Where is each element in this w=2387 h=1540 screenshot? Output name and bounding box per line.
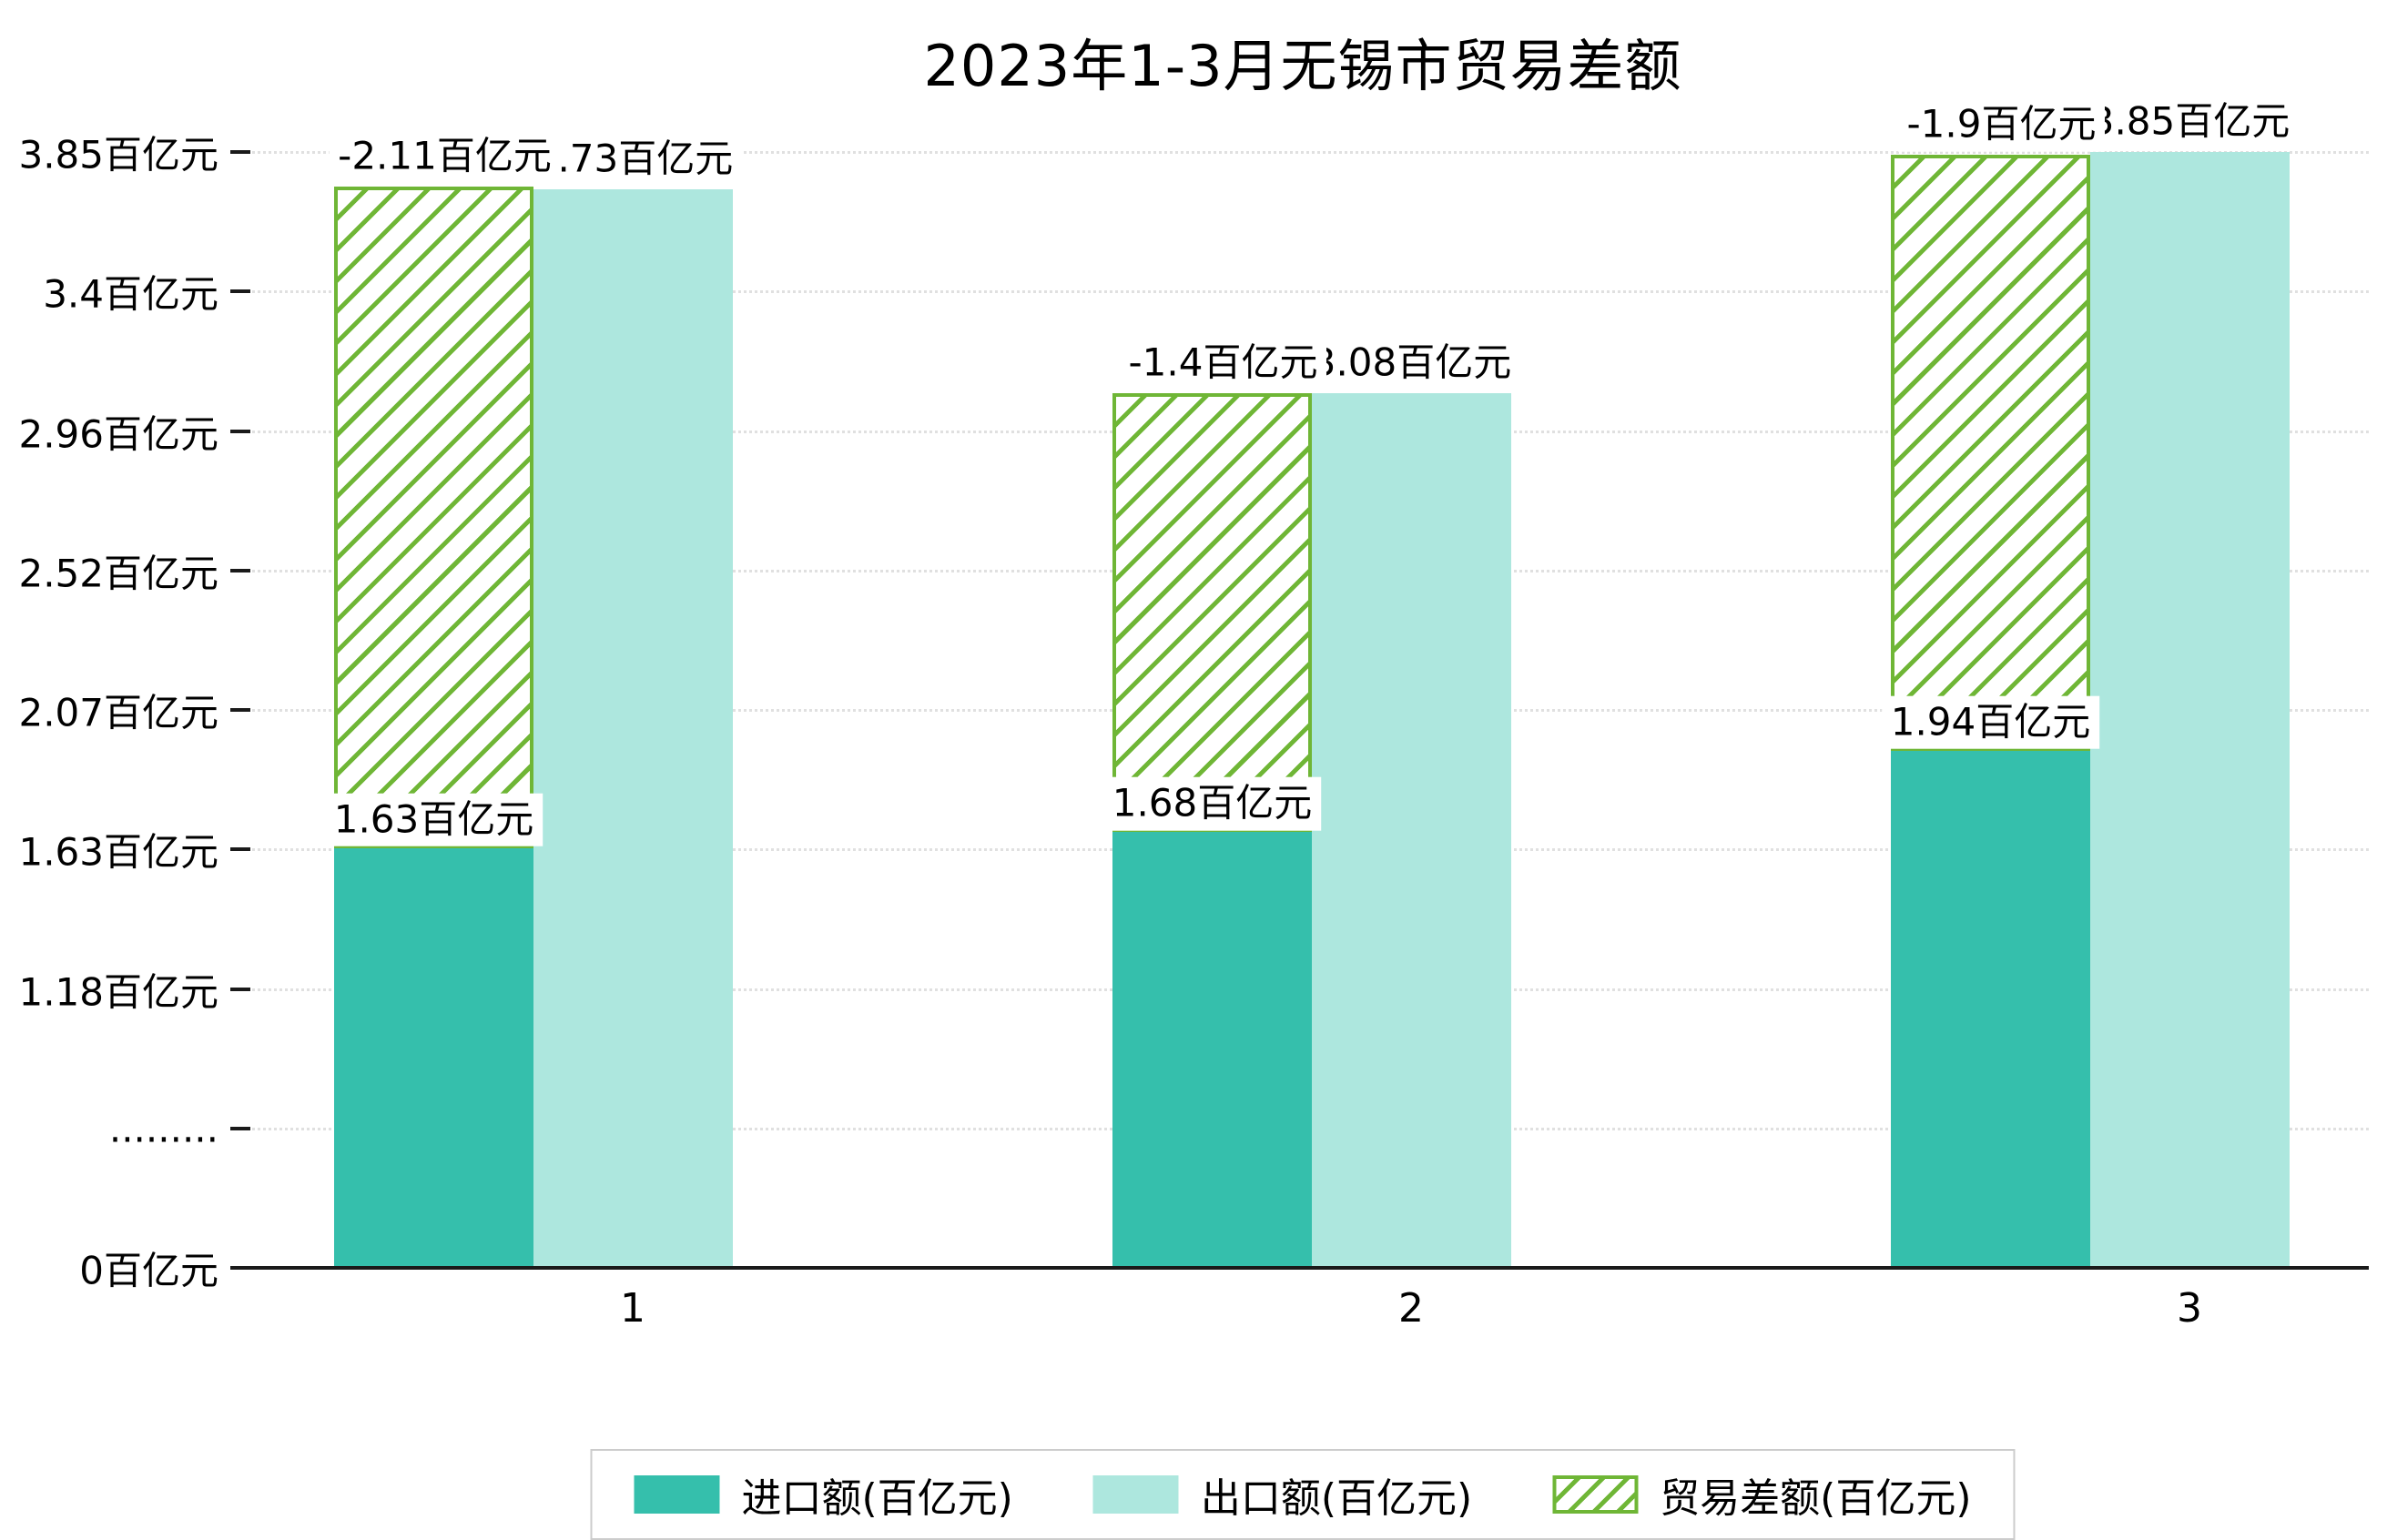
- balance-value-label-month3: -1.9百亿元: [1897, 98, 2106, 152]
- bar-trade-balance-month1: [334, 186, 533, 848]
- x-tick-label-month2: 2: [1398, 1285, 1424, 1332]
- bar-export-month2: [1312, 393, 1511, 1268]
- legend-label-export: 出口额(百亿元): [1200, 1475, 1473, 1522]
- y-tick-label: 3.4百亿元: [43, 271, 218, 317]
- y-tick-mark: [230, 708, 250, 712]
- bar-trade-balance-month2: [1112, 393, 1312, 833]
- export-value-label-month3: 3.85百亿元: [2080, 95, 2300, 148]
- balance-value-label-month1: -2.11百亿元: [329, 129, 561, 183]
- import-value-label-month2: 1.68百亿元: [1102, 777, 1322, 831]
- bar-import-month3: [1891, 750, 2090, 1268]
- import-value-label-month3: 1.94百亿元: [1881, 695, 2100, 749]
- y-tick-label: .........: [108, 1106, 218, 1151]
- legend-item-import: 进口额(百亿元): [634, 1465, 1013, 1524]
- legend-label-import: 进口额(百亿元): [741, 1475, 1013, 1522]
- bar-trade-balance-month3: [1891, 155, 2090, 751]
- chart-title: 2023年1-3月无锡市贸易差额: [923, 33, 1682, 99]
- legend: 进口额(百亿元) 出口额(百亿元) 贸易差额(百亿元): [590, 1449, 2016, 1540]
- import-value-label-month1: 1.63百亿元: [324, 793, 543, 846]
- y-tick-mark: [230, 289, 250, 294]
- y-tick-mark: [230, 847, 250, 852]
- legend-label-balance: 贸易差额(百亿元): [1660, 1475, 1972, 1522]
- x-tick-label-month1: 1: [620, 1285, 645, 1332]
- y-tick-label: 2.96百亿元: [18, 411, 218, 456]
- x-tick-label-month3: 3: [2177, 1285, 2202, 1332]
- legend-swatch-balance-icon: [1552, 1475, 1639, 1514]
- y-gridline: [235, 151, 2369, 154]
- y-tick-label: 1.18百亿元: [18, 969, 218, 1014]
- y-tick-label: 1.63百亿元: [18, 829, 218, 875]
- y-tick-mark: [230, 987, 250, 991]
- x-axis-line: [235, 1266, 2369, 1270]
- y-tick-mark: [230, 150, 250, 154]
- bar-export-month1: [533, 189, 733, 1268]
- y-tick-mark: [230, 568, 250, 572]
- y-tick-mark: [230, 429, 250, 433]
- legend-swatch-export-icon: [1092, 1475, 1179, 1514]
- y-tick-mark: [230, 1126, 250, 1130]
- legend-item-export: 出口额(百亿元): [1092, 1465, 1473, 1524]
- export-value-label-month2: 3.08百亿元: [1302, 336, 1521, 390]
- bar-export-month3: [2090, 152, 2290, 1268]
- y-tick-label: 2.52百亿元: [18, 551, 218, 596]
- legend-item-balance: 贸易差额(百亿元): [1552, 1465, 1972, 1524]
- bar-import-month1: [334, 847, 533, 1268]
- balance-value-label-month2: -1.4百亿元: [1119, 336, 1327, 390]
- y-tick-label: 0百亿元: [79, 1248, 218, 1293]
- y-tick-label: 2.07百亿元: [18, 690, 218, 735]
- y-gridline: [235, 290, 2369, 294]
- y-tick-label: 3.85百亿元: [18, 132, 218, 177]
- legend-swatch-import-icon: [634, 1475, 720, 1514]
- bar-import-month2: [1112, 832, 1312, 1268]
